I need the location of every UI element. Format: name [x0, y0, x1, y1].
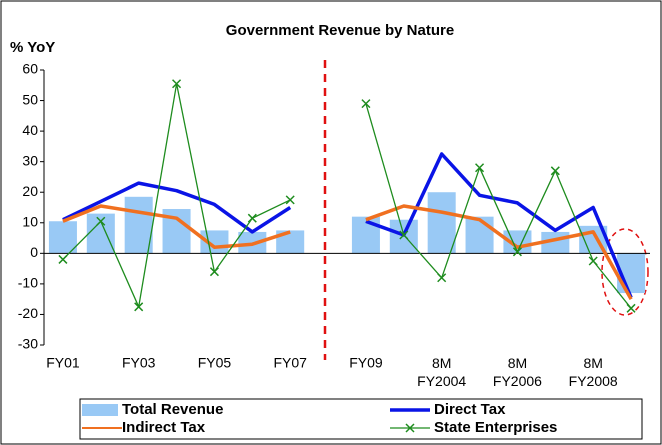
bar [427, 192, 456, 254]
legend-swatch [82, 404, 118, 416]
marker [399, 230, 409, 240]
x-tick-line: FY2008 [569, 373, 618, 389]
x-tick-label: FY07 [273, 355, 307, 371]
bar [124, 196, 153, 254]
y-tick-label: 10 [22, 213, 38, 229]
x-tick-label: 8M FY2006 [493, 355, 542, 389]
marker [512, 247, 522, 257]
legend-marker [405, 423, 415, 433]
y-axis-label: % YoY [10, 39, 55, 56]
y-tick-label: 60 [22, 61, 38, 77]
x-tick-label: FY05 [198, 355, 232, 371]
y-tick-label: -10 [18, 275, 38, 291]
x-tick-line: FY2004 [417, 373, 466, 389]
marker [209, 267, 219, 277]
x-tick-label: 8M FY2008 [569, 355, 618, 389]
bar [48, 221, 77, 254]
x-tick-label: FY09 [349, 355, 383, 371]
y-tick-label: 20 [22, 183, 38, 199]
legend-label: Direct Tax [434, 401, 506, 418]
marker [437, 273, 447, 283]
x-tick-label: 8M FY2004 [417, 355, 466, 389]
marker [247, 213, 257, 223]
marker [361, 99, 371, 109]
x-tick-line: 8M [432, 355, 451, 371]
y-tick-label: -20 [18, 305, 38, 321]
x-tick-label: FY01 [46, 355, 80, 371]
legend-label: State Enterprises [434, 419, 557, 436]
chart-title: Government Revenue by Nature [226, 22, 454, 39]
highlight-ellipse [601, 228, 649, 316]
y-tick-label: 50 [22, 91, 38, 107]
x-tick-line: 8M [508, 355, 527, 371]
marker [626, 303, 636, 313]
y-tick-label: 40 [22, 122, 38, 138]
marker [134, 302, 144, 312]
marker [58, 254, 68, 264]
marker [285, 195, 295, 205]
bar [465, 216, 494, 254]
x-tick-line: 8M [583, 355, 602, 371]
series-line [62, 152, 633, 299]
legend-box [79, 398, 643, 440]
x-tick-line: FY2006 [493, 373, 542, 389]
legend-label: Indirect Tax [122, 419, 206, 436]
y-tick-label: -30 [18, 336, 38, 352]
marker [550, 166, 560, 176]
legend-label: Total Revenue [122, 401, 223, 418]
bar [86, 213, 115, 254]
marker [172, 79, 182, 89]
marker [588, 256, 598, 266]
bar [276, 230, 305, 254]
y-tick-label: 30 [22, 152, 38, 168]
y-tick-label: 0 [30, 244, 38, 260]
x-tick-label: FY03 [122, 355, 156, 371]
marker [96, 216, 106, 226]
series-line [62, 204, 633, 301]
marker [475, 163, 485, 173]
